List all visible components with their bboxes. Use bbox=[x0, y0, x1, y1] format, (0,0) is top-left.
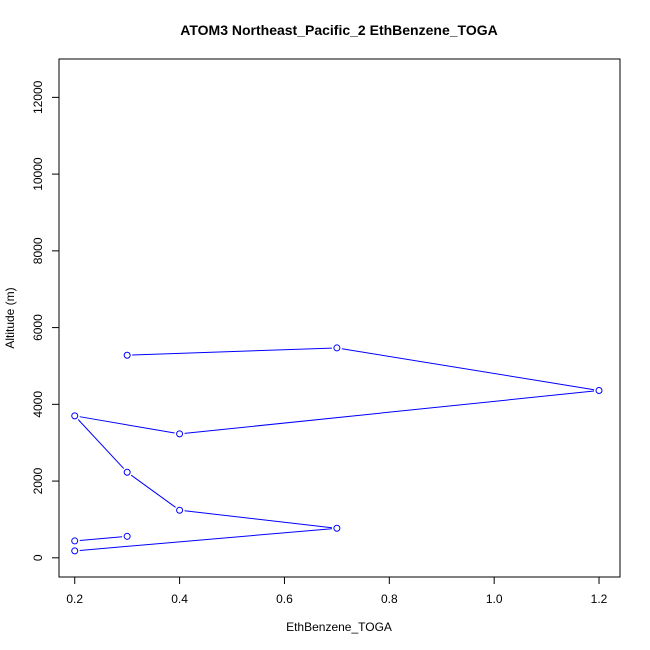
data-point bbox=[176, 506, 184, 514]
data-point bbox=[123, 351, 131, 359]
series-segment bbox=[184, 510, 332, 529]
x-tick-label: 0.8 bbox=[381, 592, 398, 606]
data-point bbox=[333, 524, 341, 532]
series-segment bbox=[79, 528, 332, 551]
data-point bbox=[176, 430, 184, 438]
data-point bbox=[333, 344, 341, 352]
y-tick-label: 0 bbox=[31, 554, 45, 561]
x-tick-label: 0.6 bbox=[276, 592, 293, 606]
data-point bbox=[71, 412, 79, 420]
x-tick-label: 0.2 bbox=[66, 592, 83, 606]
series-segment bbox=[341, 348, 595, 391]
y-tick-label: 12000 bbox=[31, 80, 45, 114]
data-point bbox=[123, 532, 131, 540]
series-segment bbox=[130, 474, 176, 508]
series-layer bbox=[71, 344, 603, 555]
y-axis: 0 2000 4000 6000 8000 10000 12000 bbox=[31, 80, 60, 561]
x-tick-label: 0.4 bbox=[171, 592, 188, 606]
x-axis: 0.2 0.4 0.6 0.8 1.0 1.2 bbox=[66, 576, 608, 606]
x-tick-label: 1.2 bbox=[591, 592, 608, 606]
chart-title: ATOM3 Northeast_Pacific_2 EthBenzene_TOG… bbox=[180, 22, 497, 38]
y-axis-label: Altitude (m) bbox=[3, 287, 17, 348]
data-point bbox=[71, 537, 79, 545]
data-point bbox=[71, 547, 79, 555]
data-point bbox=[123, 468, 131, 476]
x-axis-label: EthBenzene_TOGA bbox=[286, 620, 392, 634]
y-tick-label: 4000 bbox=[31, 391, 45, 418]
x-tick-label: 1.0 bbox=[486, 592, 503, 606]
y-tick-label: 6000 bbox=[31, 314, 45, 341]
y-tick-label: 10000 bbox=[31, 157, 45, 191]
y-tick-label: 2000 bbox=[31, 467, 45, 494]
data-point bbox=[595, 387, 603, 395]
y-tick-label: 8000 bbox=[31, 237, 45, 264]
series-segment bbox=[79, 416, 175, 434]
series-segment bbox=[79, 536, 123, 541]
series-segment bbox=[132, 347, 332, 356]
series-segment bbox=[77, 419, 125, 469]
series-segment bbox=[184, 390, 595, 434]
